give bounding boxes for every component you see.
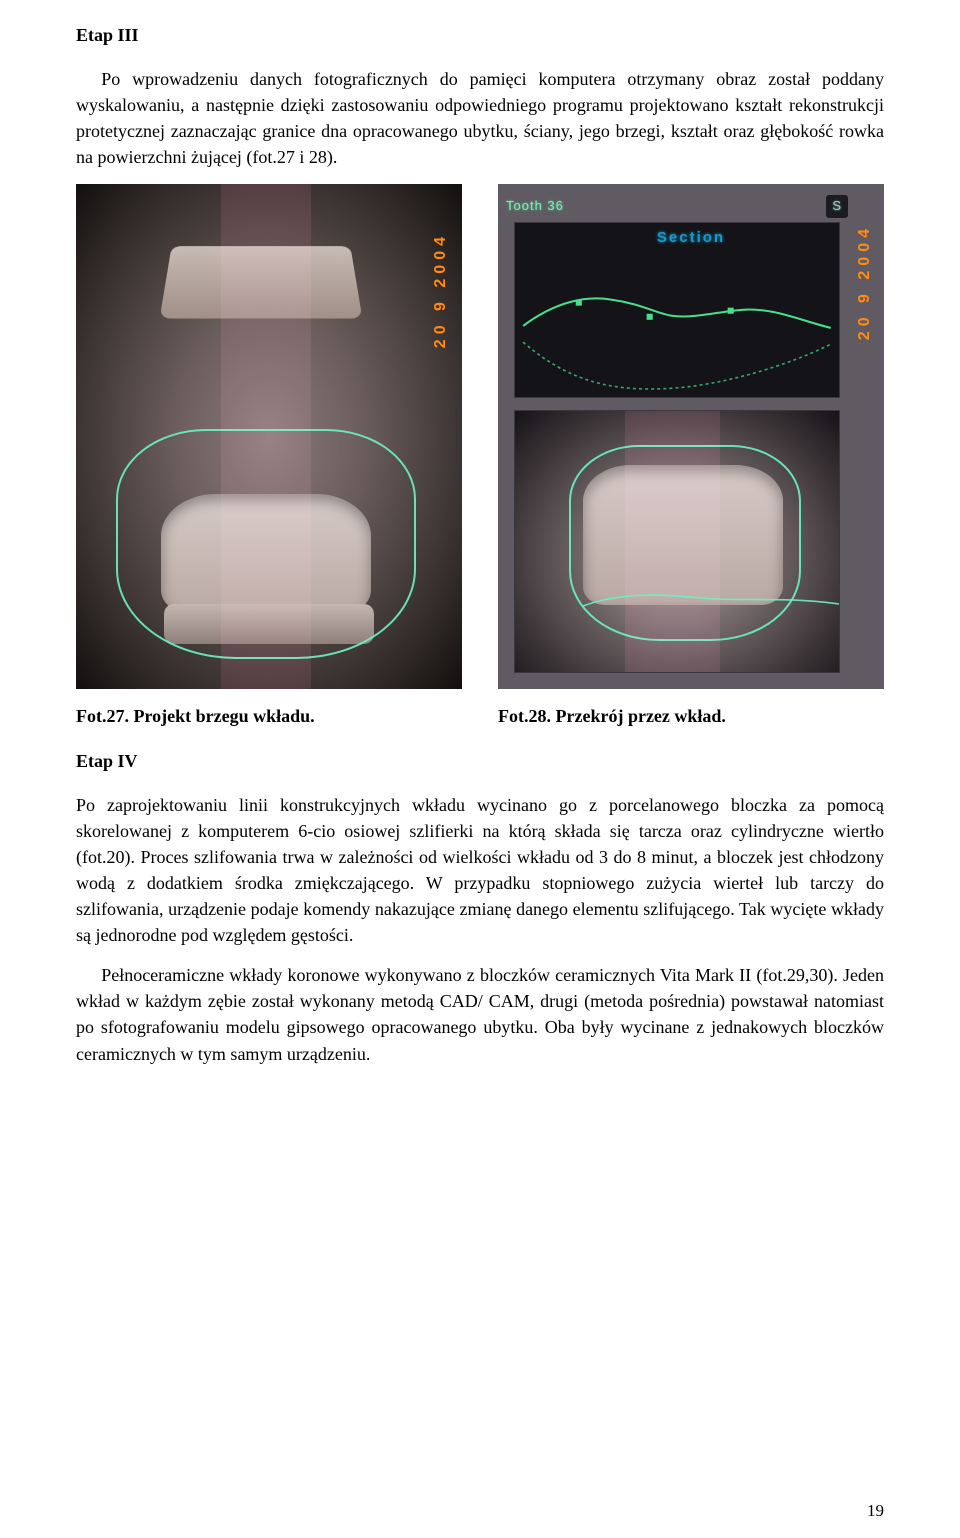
fig28-pink-overlay	[625, 411, 720, 672]
fig27-pink-overlay	[221, 184, 311, 689]
fig28-scan-area	[514, 410, 840, 673]
stage-4-paragraph-1: Po zaprojektowaniu linii konstrukcyjnych…	[76, 792, 884, 949]
fig28-s-label: S	[826, 195, 848, 218]
fig28-section-label: Section	[657, 227, 725, 249]
stage-4-paragraph-2: Pełnoceramiczne wkłady koronowe wykonywa…	[76, 962, 884, 1066]
fig27-date-stamp: 20 9 2004	[429, 232, 452, 348]
stage-4-heading: Etap IV	[76, 748, 884, 774]
fig28-ui-topbar: Tooth 36 S	[506, 192, 848, 220]
stage-3-paragraph: Po wprowadzeniu danych fotograficznych d…	[76, 66, 884, 170]
fig28-tooth-label: Tooth 36	[506, 197, 564, 216]
stage-3-heading: Etap III	[76, 22, 884, 48]
figure-28-box: 20 9 2004 Tooth 36 S Section	[498, 184, 884, 689]
fig28-mini-profile	[581, 588, 841, 618]
figure-27-image: 20 9 2004	[76, 184, 462, 689]
caption-row: Fot.27. Projekt brzegu wkładu. Fot.28. P…	[76, 703, 884, 729]
figure-27-box: 20 9 2004	[76, 184, 462, 689]
page-number: 19	[867, 1499, 884, 1524]
figure-27-caption: Fot.27. Projekt brzegu wkładu.	[76, 703, 462, 729]
fig28-date-stamp: 20 9 2004	[853, 224, 876, 340]
fig28-profile-curve	[515, 253, 839, 398]
figure-row: 20 9 2004 20 9 2004 Tooth 36 S Section	[76, 184, 884, 689]
figure-28-caption: Fot.28. Przekrój przez wkład.	[498, 703, 884, 729]
figure-28-image: 20 9 2004 Tooth 36 S Section	[498, 184, 884, 689]
